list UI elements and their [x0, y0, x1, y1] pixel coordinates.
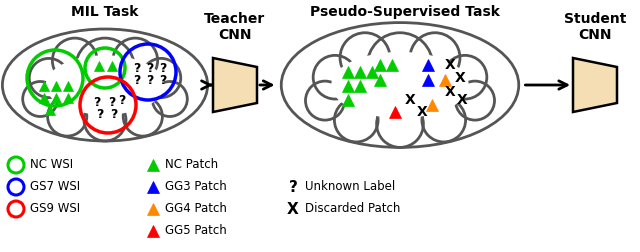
Circle shape	[367, 33, 433, 98]
Circle shape	[141, 58, 180, 98]
Polygon shape	[213, 58, 257, 112]
Circle shape	[76, 38, 134, 97]
Circle shape	[22, 81, 58, 116]
Text: ?: ?	[108, 96, 116, 109]
Text: GG5 Patch: GG5 Patch	[165, 225, 227, 237]
Circle shape	[422, 98, 465, 142]
Circle shape	[410, 33, 460, 83]
Circle shape	[52, 38, 97, 83]
Circle shape	[84, 99, 126, 141]
Text: ?: ?	[110, 108, 118, 120]
Ellipse shape	[45, 55, 164, 115]
Text: X: X	[445, 58, 456, 72]
Text: NC Patch: NC Patch	[165, 159, 218, 172]
Text: GG3 Patch: GG3 Patch	[165, 180, 227, 194]
Text: GS7 WSI: GS7 WSI	[30, 180, 80, 194]
Text: ?: ?	[159, 74, 166, 86]
Text: Pseudo-Supervised Task: Pseudo-Supervised Task	[310, 5, 500, 19]
Polygon shape	[573, 58, 617, 112]
Text: X: X	[445, 85, 456, 99]
Text: Teacher
CNN: Teacher CNN	[204, 12, 266, 42]
Text: ?: ?	[289, 179, 298, 195]
Text: GG4 Patch: GG4 Patch	[165, 203, 227, 215]
Text: ?: ?	[93, 96, 100, 109]
Text: X: X	[404, 93, 415, 107]
Text: ?: ?	[147, 74, 154, 86]
Text: ?: ?	[159, 61, 166, 75]
Circle shape	[29, 58, 68, 98]
Ellipse shape	[332, 52, 468, 118]
Circle shape	[456, 81, 495, 120]
Circle shape	[113, 38, 157, 83]
Text: X: X	[454, 71, 465, 85]
Circle shape	[340, 33, 390, 83]
Text: MIL Task: MIL Task	[71, 5, 139, 19]
Circle shape	[313, 55, 357, 99]
Circle shape	[124, 97, 163, 136]
Text: ?: ?	[147, 61, 154, 75]
Text: ?: ?	[133, 61, 141, 75]
Text: ?: ?	[133, 74, 141, 86]
Text: GS9 WSI: GS9 WSI	[30, 203, 80, 215]
Ellipse shape	[275, 7, 525, 163]
Text: X: X	[287, 202, 299, 216]
Text: Unknown Label: Unknown Label	[305, 180, 396, 194]
Circle shape	[305, 81, 344, 120]
Text: Discarded Patch: Discarded Patch	[305, 203, 401, 215]
Circle shape	[443, 55, 487, 99]
Text: NC WSI: NC WSI	[30, 159, 73, 172]
Ellipse shape	[0, 15, 213, 155]
Text: ?: ?	[96, 108, 104, 120]
Text: X: X	[456, 93, 467, 107]
Circle shape	[47, 97, 87, 136]
Text: ?: ?	[118, 93, 125, 107]
Circle shape	[376, 101, 424, 147]
Text: Student
CNN: Student CNN	[564, 12, 626, 42]
Circle shape	[152, 81, 188, 116]
Circle shape	[335, 98, 378, 142]
Text: X: X	[417, 105, 428, 119]
